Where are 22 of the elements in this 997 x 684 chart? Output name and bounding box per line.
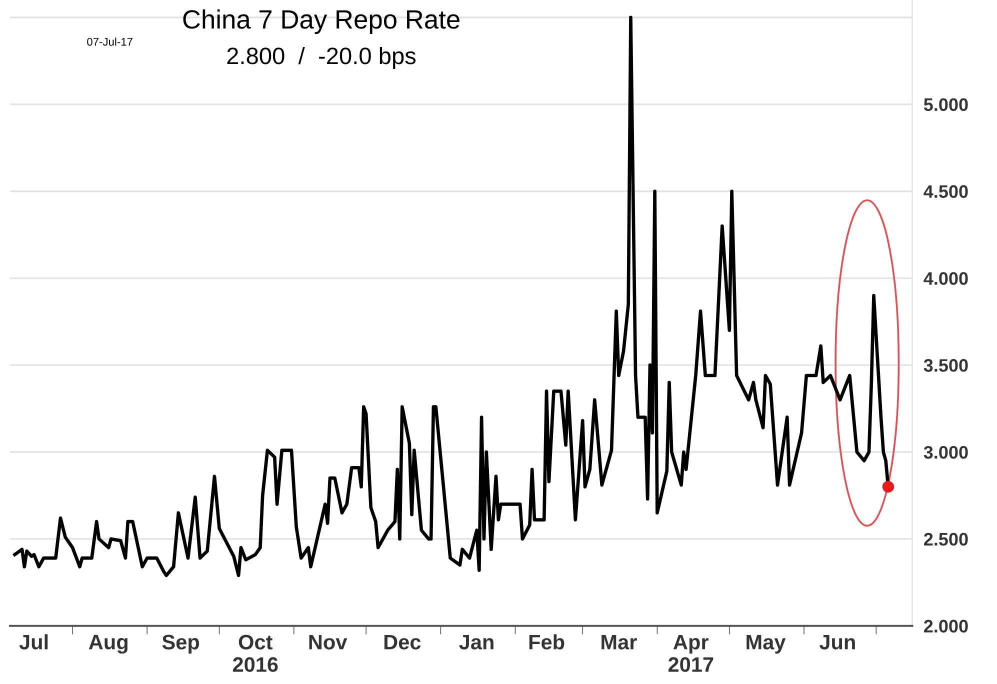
x-tick-label: Nov [309, 634, 348, 650]
x-tick-label: Sep [162, 634, 200, 654]
chart-title: China 7 Day Repo Rate [183, 9, 460, 34]
y-tick-label: 4.000 [924, 272, 968, 285]
x-tick-label: Oct 2016 [232, 634, 278, 672]
x-tick-label: Jun [819, 634, 855, 650]
y-tick-label: 2.500 [924, 532, 968, 546]
x-tick-label: Dec [384, 634, 421, 650]
x-tick-label: Aug [88, 634, 128, 654]
x-tick-label: Feb [529, 634, 564, 650]
y-tick-label: 5.000 [924, 98, 968, 112]
x-tick-label: Mar [602, 634, 637, 650]
x-tick-label: Jan [459, 634, 494, 650]
x-tick-label: May [746, 634, 786, 654]
text: 2.800 / -20.0 bps [227, 46, 416, 69]
x-tick-label: Apr 2017 [668, 634, 714, 672]
y-tick-label: 4.500 [924, 185, 968, 198]
x-tick-label: Jul [19, 634, 48, 650]
annotation: 07-Jul-17 [87, 38, 132, 46]
y-tick-label: 3.500 [924, 359, 968, 372]
y-tick-label: 3.000 [924, 446, 968, 459]
y-tick-label: 2.000 [924, 620, 968, 633]
